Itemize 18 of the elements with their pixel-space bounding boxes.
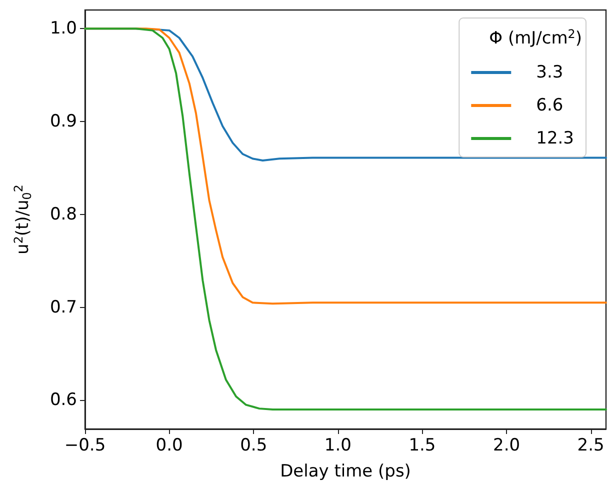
y-tick-label: 0.8 xyxy=(50,204,77,224)
legend-label: 6.6 xyxy=(536,96,564,116)
x-tick-label: 2.5 xyxy=(577,436,604,456)
x-tick-label: 0.5 xyxy=(240,436,268,456)
line-series xyxy=(84,28,607,410)
y-tick-label: 1.0 xyxy=(50,18,77,39)
y-axis-title: u2(t)/u02 xyxy=(12,184,34,254)
y-tick-label: 0.6 xyxy=(50,390,77,410)
x-tick-label: 1.0 xyxy=(324,436,352,456)
legend-label: 3.3 xyxy=(536,62,564,82)
x-tick-label: 0.0 xyxy=(156,436,183,456)
y-tick-label: 0.9 xyxy=(50,111,77,132)
y-tick-label: 0.7 xyxy=(50,297,77,318)
x-tick-label: −0.5 xyxy=(64,436,106,456)
x-tick-label: 1.5 xyxy=(408,436,436,456)
x-axis-title: Delay time (ps) xyxy=(280,462,411,482)
x-tick-label: 2.0 xyxy=(493,436,520,456)
legend-label: 12.3 xyxy=(536,128,574,148)
